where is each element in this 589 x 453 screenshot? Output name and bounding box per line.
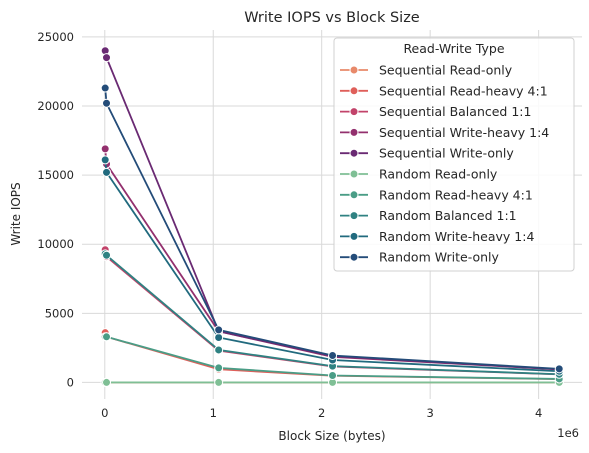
y-tick-label: 10000 — [37, 237, 74, 251]
legend-entry: Random Read-heavy 4:1 — [340, 187, 533, 202]
legend-marker — [349, 65, 359, 75]
series-lines — [100, 46, 564, 387]
legend-marker — [349, 148, 359, 158]
series-random-write-only — [100, 83, 564, 374]
x-axis-offset-label: 1e6 — [557, 426, 579, 440]
x-tick-label: 4 — [535, 406, 542, 420]
legend-marker — [349, 86, 359, 96]
data-point — [214, 325, 224, 335]
data-point — [102, 98, 112, 108]
legend-label: Sequential Balanced 1:1 — [379, 104, 531, 119]
legend-entry: Sequential Balanced 1:1 — [340, 104, 531, 119]
legend-entry: Sequential Write-only — [340, 146, 514, 161]
legend-entry: Random Read-only — [340, 167, 498, 182]
legend-entry: Sequential Read-only — [340, 63, 513, 78]
x-tick-label: 0 — [101, 406, 108, 420]
data-point — [214, 363, 224, 373]
data-point — [328, 371, 338, 381]
legend-entry: Random Balanced 1:1 — [340, 208, 517, 223]
legend-entry: Random Write-heavy 1:4 — [340, 229, 534, 244]
legend-label: Sequential Write-heavy 1:4 — [379, 125, 549, 140]
y-tick-label: 25000 — [37, 30, 74, 44]
data-point — [102, 250, 112, 260]
legend-label: Random Write-only — [379, 250, 500, 265]
data-point — [100, 144, 110, 154]
data-point — [102, 167, 112, 177]
data-point — [102, 332, 112, 342]
series-random-read-heavy-4-1 — [100, 332, 564, 384]
legend-label: Random Write-heavy 1:4 — [379, 229, 534, 244]
legend-label: Sequential Read-heavy 4:1 — [379, 83, 548, 98]
legend-label: Random Read-only — [379, 167, 498, 182]
x-tick-label: 2 — [318, 406, 325, 420]
data-point — [214, 345, 224, 355]
legend-entry: Random Write-only — [340, 250, 500, 265]
legend-marker — [349, 107, 359, 117]
legend-marker — [349, 211, 359, 221]
data-point — [100, 155, 110, 165]
data-point — [100, 83, 110, 93]
data-point — [102, 53, 112, 63]
x-tick-labels: 0 1 2 3 4 — [101, 406, 542, 420]
data-point — [214, 377, 224, 387]
legend: Read-Write Type Sequential Read-only Sequ… — [333, 37, 575, 272]
legend-marker — [349, 190, 359, 200]
y-tick-label: 20000 — [37, 99, 74, 113]
data-point — [102, 377, 112, 387]
legend-box — [333, 37, 575, 272]
legend-entry: Sequential Write-heavy 1:4 — [340, 125, 549, 140]
legend-marker — [349, 252, 359, 262]
y-tick-labels: 0 5000 10000 15000 20000 25000 — [37, 30, 74, 390]
legend-marker — [349, 169, 359, 179]
data-point — [214, 333, 224, 342]
legend-label: Random Read-heavy 4:1 — [379, 187, 533, 202]
chart-title: Write IOPS vs Block Size — [244, 10, 420, 26]
data-point — [328, 350, 338, 360]
legend-entry: Sequential Read-heavy 4:1 — [340, 83, 548, 98]
x-tick-label: 3 — [426, 406, 433, 420]
x-axis-label: Block Size (bytes) — [278, 429, 385, 443]
legend-title: Read-Write Type — [403, 41, 504, 56]
legend-label: Sequential Write-only — [379, 146, 514, 161]
legend-label: Random Balanced 1:1 — [379, 208, 517, 223]
legend-marker — [349, 127, 359, 137]
legend-label: Sequential Read-only — [379, 63, 513, 78]
legend-marker — [349, 231, 359, 241]
y-tick-label: 5000 — [45, 306, 74, 320]
x-tick-label: 1 — [210, 406, 217, 420]
data-point — [554, 364, 564, 374]
y-tick-label: 15000 — [37, 168, 74, 182]
y-tick-label: 0 — [67, 375, 74, 389]
y-axis-label: Write IOPS — [9, 182, 23, 245]
